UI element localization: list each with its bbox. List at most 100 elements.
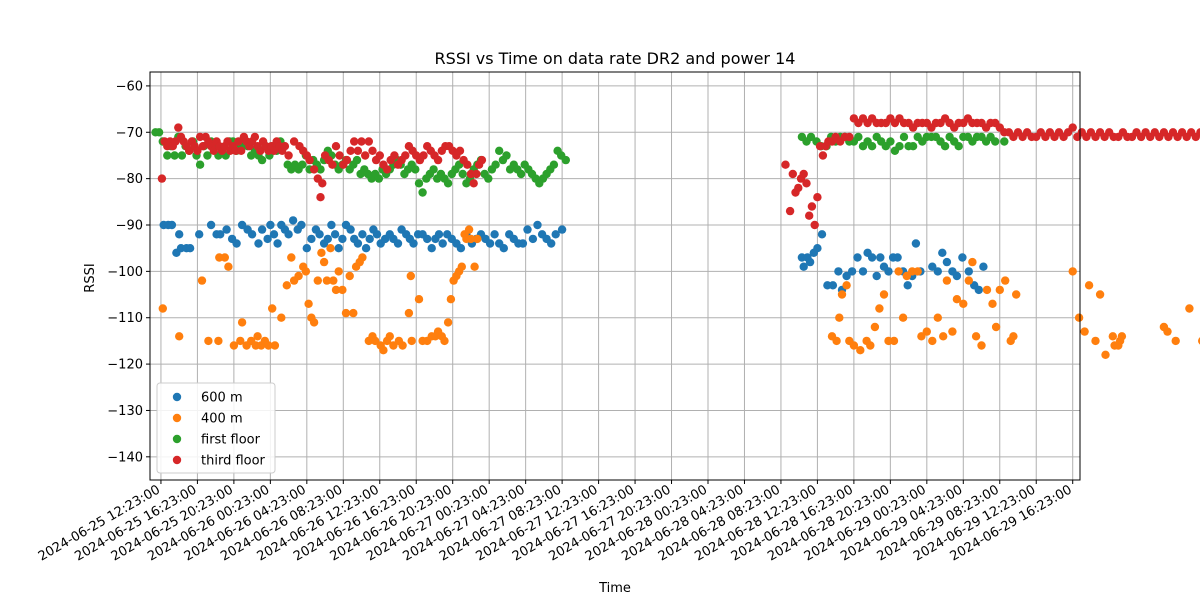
data-point-600-m [805,257,815,267]
legend-box [156,382,276,474]
y-tick-label: −90 [116,219,143,234]
data-point-600-m [853,253,862,262]
data-point-600-m [847,267,857,276]
y-tick-label: −140 [107,450,143,465]
data-point-first-floor [954,142,963,151]
data-point-third-floor [174,123,183,132]
data-point-first-floor [549,160,559,169]
data-point-400-m [917,332,926,341]
data-point-400-m [214,336,223,346]
data-point-first-floor [867,142,877,151]
data-point-400-m [345,271,354,281]
data-point-600-m [358,230,367,239]
data-point-600-m [273,239,282,248]
data-point-600-m [346,225,355,234]
data-point-first-floor [170,151,179,160]
data-point-600-m [263,234,272,244]
y-tick-label: −100 [107,265,143,280]
data-point-third-floor [368,146,377,155]
data-point-600-m [867,253,877,262]
data-point-third-floor [198,142,208,151]
data-point-400-m [835,313,844,322]
data-point-first-floor [429,165,438,174]
data-point-first-floor [374,174,384,183]
data-point-first-floor [940,142,950,151]
data-point-400-m [832,336,841,346]
data-point-600-m [938,248,947,257]
data-point-400-m [253,332,262,341]
data-point-first-floor [806,132,816,142]
data-point-first-floor [1000,137,1009,146]
data-point-600-m [828,281,838,290]
data-point-400-m [301,267,311,276]
data-point-400-m [322,276,332,285]
data-point-600-m [911,239,921,248]
data-point-400-m [317,248,326,257]
data-point-400-m [358,253,367,262]
data-point-400-m [407,336,416,346]
legend-marker [172,434,182,444]
data-point-400-m [1084,281,1094,290]
data-point-third-floor [802,179,811,188]
data-point-first-floor [195,160,205,169]
plot-frame [149,71,1081,481]
data-point-third-floor [477,155,487,165]
data-point-400-m [414,295,424,304]
data-point-400-m [440,336,449,346]
data-point-third-floor [331,142,341,151]
data-point-600-m [206,220,216,230]
data-point-third-floor [346,146,355,155]
data-point-first-floor [484,174,493,183]
data-point-600-m [438,239,447,248]
data-points [151,114,1200,359]
data-point-400-m [1185,304,1194,313]
data-point-600-m [928,262,937,271]
data-point-400-m [313,276,322,285]
data-point-400-m [889,336,899,346]
data-point-first-floor [257,155,267,165]
data-point-first-floor [298,160,307,169]
data-point-600-m [393,239,403,248]
data-point-third-floor [342,155,352,165]
legend-label: first floor [201,433,261,448]
data-point-third-floor [419,151,428,160]
data-point-400-m [1012,290,1021,299]
data-point-400-m [988,299,997,308]
data-point-600-m [979,262,988,271]
data-point-third-floor [463,160,472,169]
data-point-400-m [939,332,948,341]
data-point-third-floor [357,137,366,146]
data-point-400-m [952,295,962,304]
data-point-400-m [837,290,847,299]
data-point-first-floor [895,142,904,151]
data-point-600-m [175,230,184,239]
legend-marker [172,455,182,465]
data-point-400-m [894,267,903,276]
data-point-600-m [893,253,902,262]
data-point-400-m [842,281,851,290]
data-point-600-m [232,239,241,248]
data-point-600-m [490,230,499,239]
data-point-600-m [876,253,885,262]
data-point-600-m [254,239,263,248]
chart-title: RSSI vs Time on data rate DR2 and power … [435,49,796,68]
data-point-first-floor [502,151,511,160]
data-point-third-floor [193,146,202,155]
data-point-400-m [464,225,474,234]
data-point-400-m [866,341,875,350]
data-point-600-m [330,230,340,239]
data-point-third-floor [781,160,790,169]
data-point-first-floor [886,137,895,146]
data-point-600-m [884,267,893,276]
data-point-600-m [361,244,371,253]
data-point-third-floor [375,151,384,160]
data-point-first-floor [516,169,526,179]
data-point-third-floor [234,137,243,146]
data-point-600-m [974,285,983,295]
data-point-third-floor [472,169,481,179]
data-point-400-m [294,271,303,281]
data-point-400-m [329,276,338,285]
data-point-600-m [528,234,538,244]
data-point-400-m [1163,327,1172,336]
